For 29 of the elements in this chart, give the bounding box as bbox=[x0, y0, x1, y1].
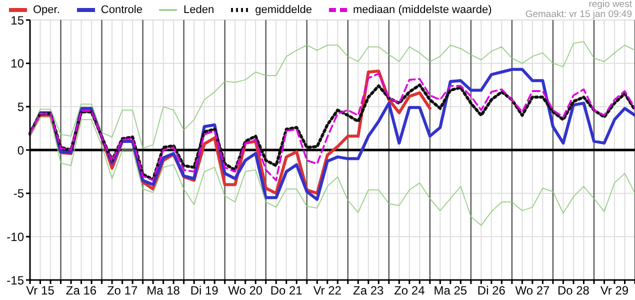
y-tick-label: 0 bbox=[17, 143, 24, 158]
y-tick-label: 15 bbox=[10, 13, 24, 28]
x-tick-label: Di 26 bbox=[477, 284, 506, 298]
x-tick-label: Di 19 bbox=[190, 284, 219, 298]
y-tick-label: 5 bbox=[17, 100, 24, 114]
x-tick-label: Ma 25 bbox=[434, 284, 468, 298]
x-tick-label: Wo 20 bbox=[228, 284, 263, 298]
x-tick-label: Vr 29 bbox=[600, 284, 629, 298]
x-tick-label: Vr 22 bbox=[313, 284, 342, 298]
x-tick-label: Za 16 bbox=[66, 284, 97, 298]
legend-label: Oper. bbox=[33, 4, 60, 16]
y-tick-label: 10 bbox=[10, 56, 24, 71]
legend-label: Controle bbox=[100, 4, 142, 16]
x-tick-label: Zo 17 bbox=[106, 284, 138, 298]
legend-label: gemiddelde bbox=[255, 4, 312, 16]
x-tick-label: Za 23 bbox=[353, 284, 384, 298]
x-tick-label: Ma 18 bbox=[146, 284, 180, 298]
legend-label: Leden bbox=[183, 4, 214, 16]
x-tick-label: Do 28 bbox=[557, 284, 590, 298]
x-tick-label: Zo 24 bbox=[394, 284, 426, 298]
y-tick-label: -5 bbox=[13, 186, 24, 201]
x-tick-label: Vr 15 bbox=[26, 284, 55, 298]
text: regio west bbox=[588, 0, 632, 10]
legend-label: mediaan (middelste waarde) bbox=[352, 4, 492, 16]
text: Gemaakt: vr 15 jan 09:49 bbox=[525, 9, 632, 20]
x-tick-label: Do 21 bbox=[270, 284, 303, 298]
x-tick-label: Wo 27 bbox=[515, 284, 550, 298]
y-tick-label: -10 bbox=[6, 230, 24, 244]
y-tick-label: -15 bbox=[6, 273, 24, 288]
